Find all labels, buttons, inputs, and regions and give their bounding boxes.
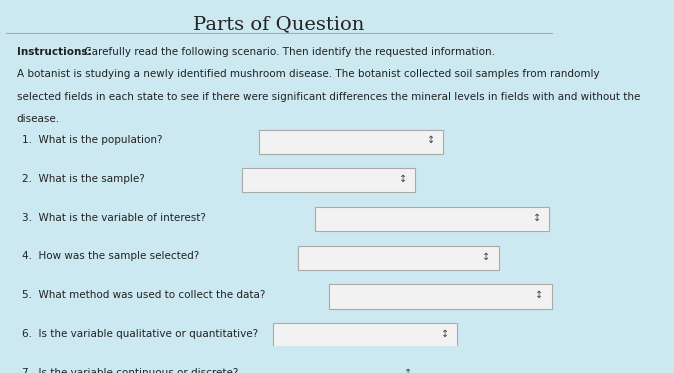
Text: disease.: disease.: [17, 114, 60, 124]
Text: 2.  What is the sample?: 2. What is the sample?: [22, 174, 145, 184]
Text: ↕: ↕: [532, 213, 541, 223]
Text: ↕: ↕: [404, 367, 412, 373]
FancyBboxPatch shape: [253, 362, 421, 373]
Text: 6.  Is the variable qualitative or quantitative?: 6. Is the variable qualitative or quanti…: [22, 329, 258, 339]
FancyBboxPatch shape: [298, 246, 499, 270]
Text: Instructions:: Instructions:: [17, 47, 92, 57]
FancyBboxPatch shape: [259, 129, 443, 154]
Text: ↕: ↕: [483, 251, 491, 261]
Text: Carefully read the following scenario. Then identify the requested information.: Carefully read the following scenario. T…: [81, 47, 495, 57]
Text: 5.  What method was used to collect the data?: 5. What method was used to collect the d…: [22, 290, 266, 300]
Text: selected fields in each state to see if there were significant differences the m: selected fields in each state to see if …: [17, 92, 640, 101]
Text: ↕: ↕: [427, 135, 435, 145]
FancyBboxPatch shape: [315, 207, 549, 231]
Text: 4.  How was the sample selected?: 4. How was the sample selected?: [22, 251, 200, 261]
FancyBboxPatch shape: [329, 285, 552, 308]
Text: Parts of Question: Parts of Question: [193, 16, 365, 34]
Text: 3.  What is the variable of interest?: 3. What is the variable of interest?: [22, 213, 206, 223]
Text: ↕: ↕: [535, 290, 543, 300]
Text: 1.  What is the population?: 1. What is the population?: [22, 135, 163, 145]
Text: A botanist is studying a newly identified mushroom disease. The botanist collect: A botanist is studying a newly identifie…: [17, 69, 599, 79]
Text: 7.  Is the variable continuous or discrete?: 7. Is the variable continuous or discret…: [22, 367, 239, 373]
FancyBboxPatch shape: [273, 323, 457, 347]
Text: ↕: ↕: [441, 329, 449, 339]
Text: ↕: ↕: [399, 174, 407, 184]
FancyBboxPatch shape: [243, 168, 415, 192]
